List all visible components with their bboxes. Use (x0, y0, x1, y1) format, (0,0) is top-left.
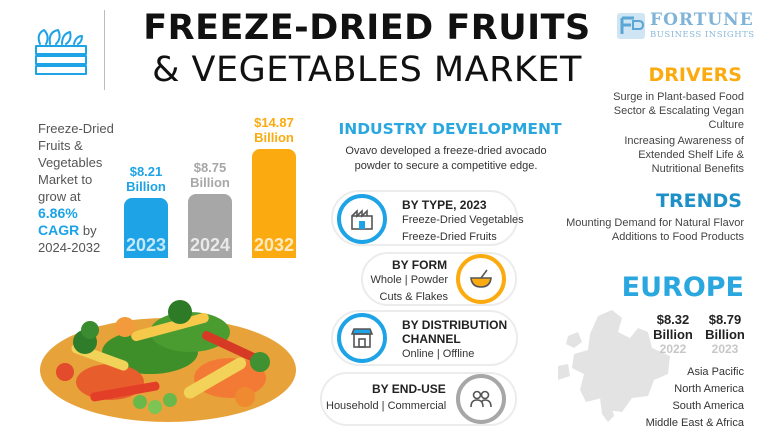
brand-name: FORTUNE (650, 10, 754, 30)
vegetables-image (40, 300, 296, 422)
bar-value-label: $8.21 Billion (126, 164, 166, 194)
intro-text: Freeze-Dried Fruits & Vegetables Market … (38, 121, 114, 204)
intro-block: Freeze-Dried Fruits & Vegetables Market … (38, 120, 118, 256)
region-item: Middle East & Africa (645, 417, 744, 429)
bar-value-label: $8.75 Billion (190, 160, 230, 190)
industry-text: Ovavo developed a freeze-dried avocado p… (345, 145, 547, 172)
region-item: North America (674, 383, 744, 395)
segment-head-end-use: BY END-USE (372, 382, 446, 396)
intro-cagr: 6.86% CAGR (38, 205, 80, 238)
segment-item: Freeze-Dried Vegetables (402, 214, 524, 226)
europe-value: $8.79 Billion (705, 312, 745, 342)
segment-item: Cuts & Flakes (379, 291, 448, 303)
crate-icon (30, 22, 92, 78)
segment-items-form: Whole | Powder Cuts & Flakes (368, 272, 448, 306)
region-list: Asia Pacific North America South America… (618, 364, 744, 432)
trends-title: TRENDS (656, 190, 742, 212)
industry-title: INDUSTRY DEVELOPMENT (338, 120, 562, 138)
store-icon (337, 313, 387, 363)
europe-map (558, 310, 670, 422)
bar-2023: 2023 (124, 198, 168, 258)
driver-item: Increasing Awareness of Extended Shelf L… (624, 135, 744, 175)
segment-item: Online | Offline (402, 348, 475, 360)
driver-item: Surge in Plant-based Food Sector & Escal… (613, 91, 744, 131)
segment-head-type: BY TYPE, 2023 (402, 198, 487, 212)
bowl-icon (456, 254, 506, 304)
bar-2032: 2032 (252, 149, 296, 258)
users-icon (456, 374, 506, 424)
region-item: Asia Pacific (687, 366, 744, 378)
bar-category-label: 2032 (253, 235, 295, 255)
region-item: South America (672, 400, 744, 412)
trends-text: Mounting Demand for Natural Flavor Addit… (566, 217, 744, 243)
europe-year: 2022 (659, 342, 687, 356)
bar-category-label: 2024 (189, 235, 231, 255)
europe-title: EUROPE (621, 272, 744, 303)
bar-category-label: 2023 (125, 235, 167, 255)
bar-value-label: $14.87 Billion (254, 115, 294, 145)
europe-value: $8.32 Billion (653, 312, 693, 342)
factory-icon (337, 194, 387, 244)
europe-value-2022: $8.32 Billion 2022 (648, 312, 698, 357)
segment-item: Household | Commercial (326, 400, 447, 412)
page-title-line2: & VEGETABLES MARKET (152, 50, 582, 90)
segment-head-distribution: BY DISTRIBUTION CHANNEL (402, 318, 508, 346)
europe-value-2023: $8.79 Billion 2023 (700, 312, 750, 357)
segment-items-end-use: Household | Commercial (326, 398, 446, 415)
segment-items-type: Freeze-Dried Vegetables Freeze-Dried Fru… (402, 212, 524, 246)
brand-subtitle: BUSINESS INSIGHTS (650, 30, 755, 40)
intro-period: by 2024-2032 (38, 223, 101, 255)
segment-item: Whole | Powder (370, 274, 448, 286)
page-title-line1: FREEZE-DRIED FRUITS (143, 8, 591, 48)
brand-mark-icon (617, 13, 645, 39)
market-bar-chart: 2023 $8.21 Billion 2024 $8.75 Billion 2032 $14.… (124, 100, 306, 258)
drivers-title: DRIVERS (648, 64, 742, 86)
segment-items-distribution: Online | Offline (402, 346, 474, 363)
bar-2024: 2024 (188, 194, 232, 258)
brand-logo: FORTUNE BUSINESS INSIGHTS (616, 10, 756, 46)
segment-head-form: BY FORM (392, 258, 448, 272)
segment-item: Freeze-Dried Fruits (402, 231, 497, 243)
europe-year: 2023 (711, 342, 739, 356)
header-divider (104, 10, 105, 90)
